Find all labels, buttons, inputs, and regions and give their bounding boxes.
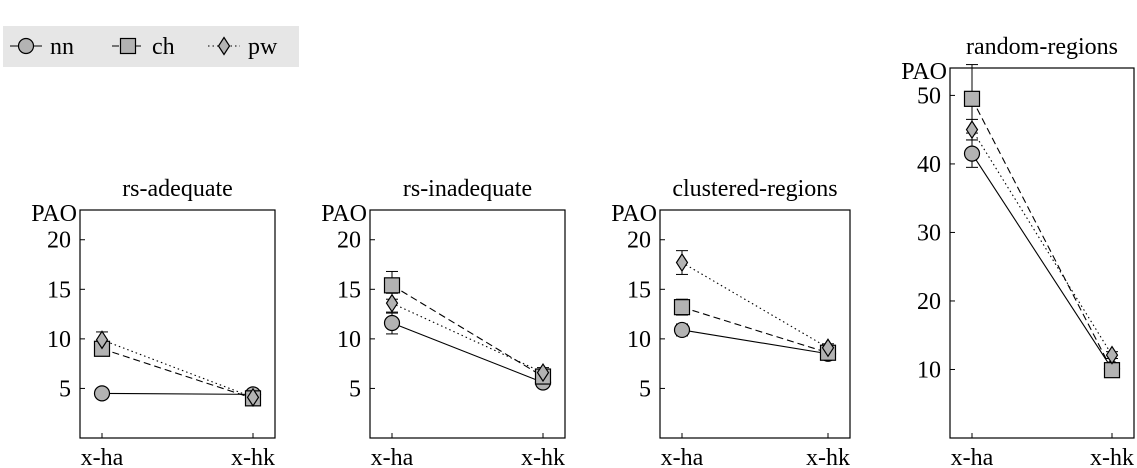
- x-tick-label: x-ha: [81, 445, 124, 468]
- point-nn-x-ha: [93, 385, 111, 402]
- panel-4: random-regions PAO 10 20 30 40 50 x-ha x-hk: [901, 34, 1135, 468]
- y-tick-label: 40: [917, 152, 941, 178]
- point-ch-x-ha: [673, 299, 691, 316]
- series-line-ch: [971, 98, 1113, 371]
- series-line-pw: [101, 339, 254, 398]
- legend-label-pw: pw: [248, 34, 278, 60]
- x-tick-label: x-ha: [661, 445, 704, 468]
- plot-frame: [369, 209, 566, 439]
- y-tick-label: 10: [917, 357, 941, 383]
- point-nn-x-ha: [673, 321, 691, 339]
- series-line-nn: [971, 153, 1113, 370]
- panel-1: rs-adequate PAO 5 10 15 20 x-ha x-hk: [31, 176, 276, 468]
- y-tick-label: 10: [47, 327, 71, 353]
- y-tick-label: 30: [917, 220, 941, 246]
- y-axis-label: PAO: [321, 201, 367, 227]
- plot-frame: [949, 67, 1135, 439]
- panel-title: random-regions: [966, 34, 1118, 60]
- point-pw-x-ha: [965, 120, 979, 140]
- y-tick-label: 15: [47, 277, 71, 303]
- point-pw-x-ha: [95, 330, 109, 350]
- x-tick-label: x-hk: [231, 445, 275, 468]
- series-line-ch: [681, 306, 829, 354]
- y-axis-label: PAO: [611, 201, 657, 227]
- y-tick-label: 20: [917, 289, 941, 315]
- legend-marker-ch: [119, 37, 137, 55]
- series-line-pw: [681, 262, 829, 349]
- series-line-ch: [391, 284, 544, 378]
- y-tick-label: 5: [59, 376, 71, 402]
- y-tick-label: 20: [337, 228, 361, 254]
- y-tick-label: 15: [337, 277, 361, 303]
- panel-title: rs-inadequate: [403, 176, 532, 202]
- point-ch-x-ha: [963, 90, 981, 107]
- point-ch-x-ha: [383, 277, 401, 294]
- point-pw-x-ha: [385, 293, 399, 313]
- y-tick-label: 20: [47, 228, 71, 254]
- series-line-ch: [101, 348, 254, 399]
- legend-item-ch: ch: [112, 34, 175, 60]
- panel-title: clustered-regions: [672, 176, 837, 202]
- point-nn-x-ha: [383, 314, 401, 332]
- y-tick-label: 15: [627, 277, 651, 303]
- y-tick-label: 20: [627, 228, 651, 254]
- legend-label-ch: ch: [152, 34, 175, 60]
- series-line-nn: [101, 392, 254, 395]
- x-tick-label: x-hk: [806, 445, 850, 468]
- legend: nn ch pw: [3, 26, 299, 67]
- panel-title: rs-adequate: [122, 176, 233, 202]
- point-ch-x-hk: [1103, 362, 1121, 379]
- point-pw-x-ha: [675, 252, 689, 273]
- x-tick-label: x-ha: [371, 445, 414, 468]
- legend-label-nn: nn: [50, 34, 74, 60]
- plot-frame: [79, 209, 276, 439]
- series-line-pw: [391, 302, 544, 374]
- series-line-nn: [681, 329, 829, 355]
- x-tick-label: x-hk: [1090, 445, 1134, 468]
- y-tick-label: 50: [917, 83, 941, 109]
- series-line-nn: [391, 322, 544, 383]
- point-pw-x-hk: [821, 338, 835, 358]
- point-pw-x-hk: [536, 362, 550, 383]
- point-nn-x-ha: [963, 145, 981, 162]
- plot-frame: [659, 209, 851, 439]
- legend-item-pw: pw: [208, 34, 278, 60]
- x-tick-label: x-ha: [951, 445, 994, 468]
- series-line-pw: [971, 129, 1113, 356]
- panel-3: clustered-regions PAO 5 10 15 20 x-ha x-hk: [611, 176, 851, 468]
- legend-marker-pw: [217, 36, 231, 56]
- y-tick-label: 5: [349, 376, 361, 402]
- y-tick-label: 10: [627, 327, 651, 353]
- legend-marker-nn: [17, 37, 35, 55]
- y-tick-label: 5: [639, 376, 651, 402]
- panel-2: rs-inadequate PAO 5 10 15 20 x-ha x-hk: [321, 176, 566, 468]
- y-tick-label: 10: [337, 327, 361, 353]
- x-tick-label: x-hk: [521, 445, 565, 468]
- legend-item-nn: nn: [10, 34, 74, 60]
- point-pw-x-hk: [1105, 345, 1119, 365]
- y-axis-label: PAO: [901, 59, 947, 85]
- point-pw-x-hk: [246, 387, 260, 407]
- y-axis-label: PAO: [31, 201, 77, 227]
- legend-background: [3, 26, 299, 67]
